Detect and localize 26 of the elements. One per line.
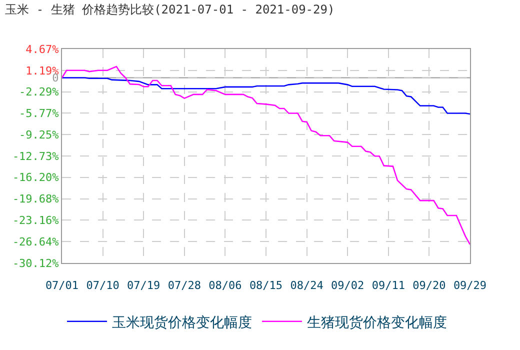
legend-label: 玉米现货价格变化幅度 (112, 314, 252, 331)
x-tick-label: 08/06 (208, 279, 242, 292)
x-tick-label: 09/29 (453, 279, 487, 292)
x-tick-label: 07/01 (45, 279, 79, 292)
x-tick-label: 09/11 (372, 279, 405, 292)
y-tick-label: -23.16% (12, 214, 60, 228)
legend-label: 生猪现货价格变化幅度 (307, 314, 447, 331)
chart-title: 玉米 - 生猪 价格趋势比较(2021-07-01 - 2021-09-29) (5, 2, 335, 17)
y-tick-label: -19.68% (12, 192, 60, 206)
x-tick-label: 07/28 (168, 279, 201, 292)
y-tick-label: -30.12% (12, 256, 60, 270)
y-tick-label: -9.25% (19, 128, 60, 142)
x-tick-label: 08/24 (290, 279, 324, 292)
x-tick-label: 07/10 (86, 279, 120, 292)
y-tick-label: -5.77% (19, 107, 60, 120)
y-tick-label: -16.20% (12, 171, 60, 184)
y-tick-label: -26.64% (12, 235, 60, 248)
x-tick-label: 09/02 (331, 279, 364, 292)
y-tick-label: 4.67% (26, 42, 60, 56)
x-tick-label: 07/19 (127, 279, 160, 292)
line-series (62, 66, 470, 246)
line-series (62, 77, 470, 115)
x-tick-label: 09/20 (412, 279, 446, 292)
x-tick-label: 08/15 (249, 279, 283, 292)
y-tick-label: -12.73% (12, 150, 60, 163)
y-tick-label: -2.29% (19, 86, 60, 99)
